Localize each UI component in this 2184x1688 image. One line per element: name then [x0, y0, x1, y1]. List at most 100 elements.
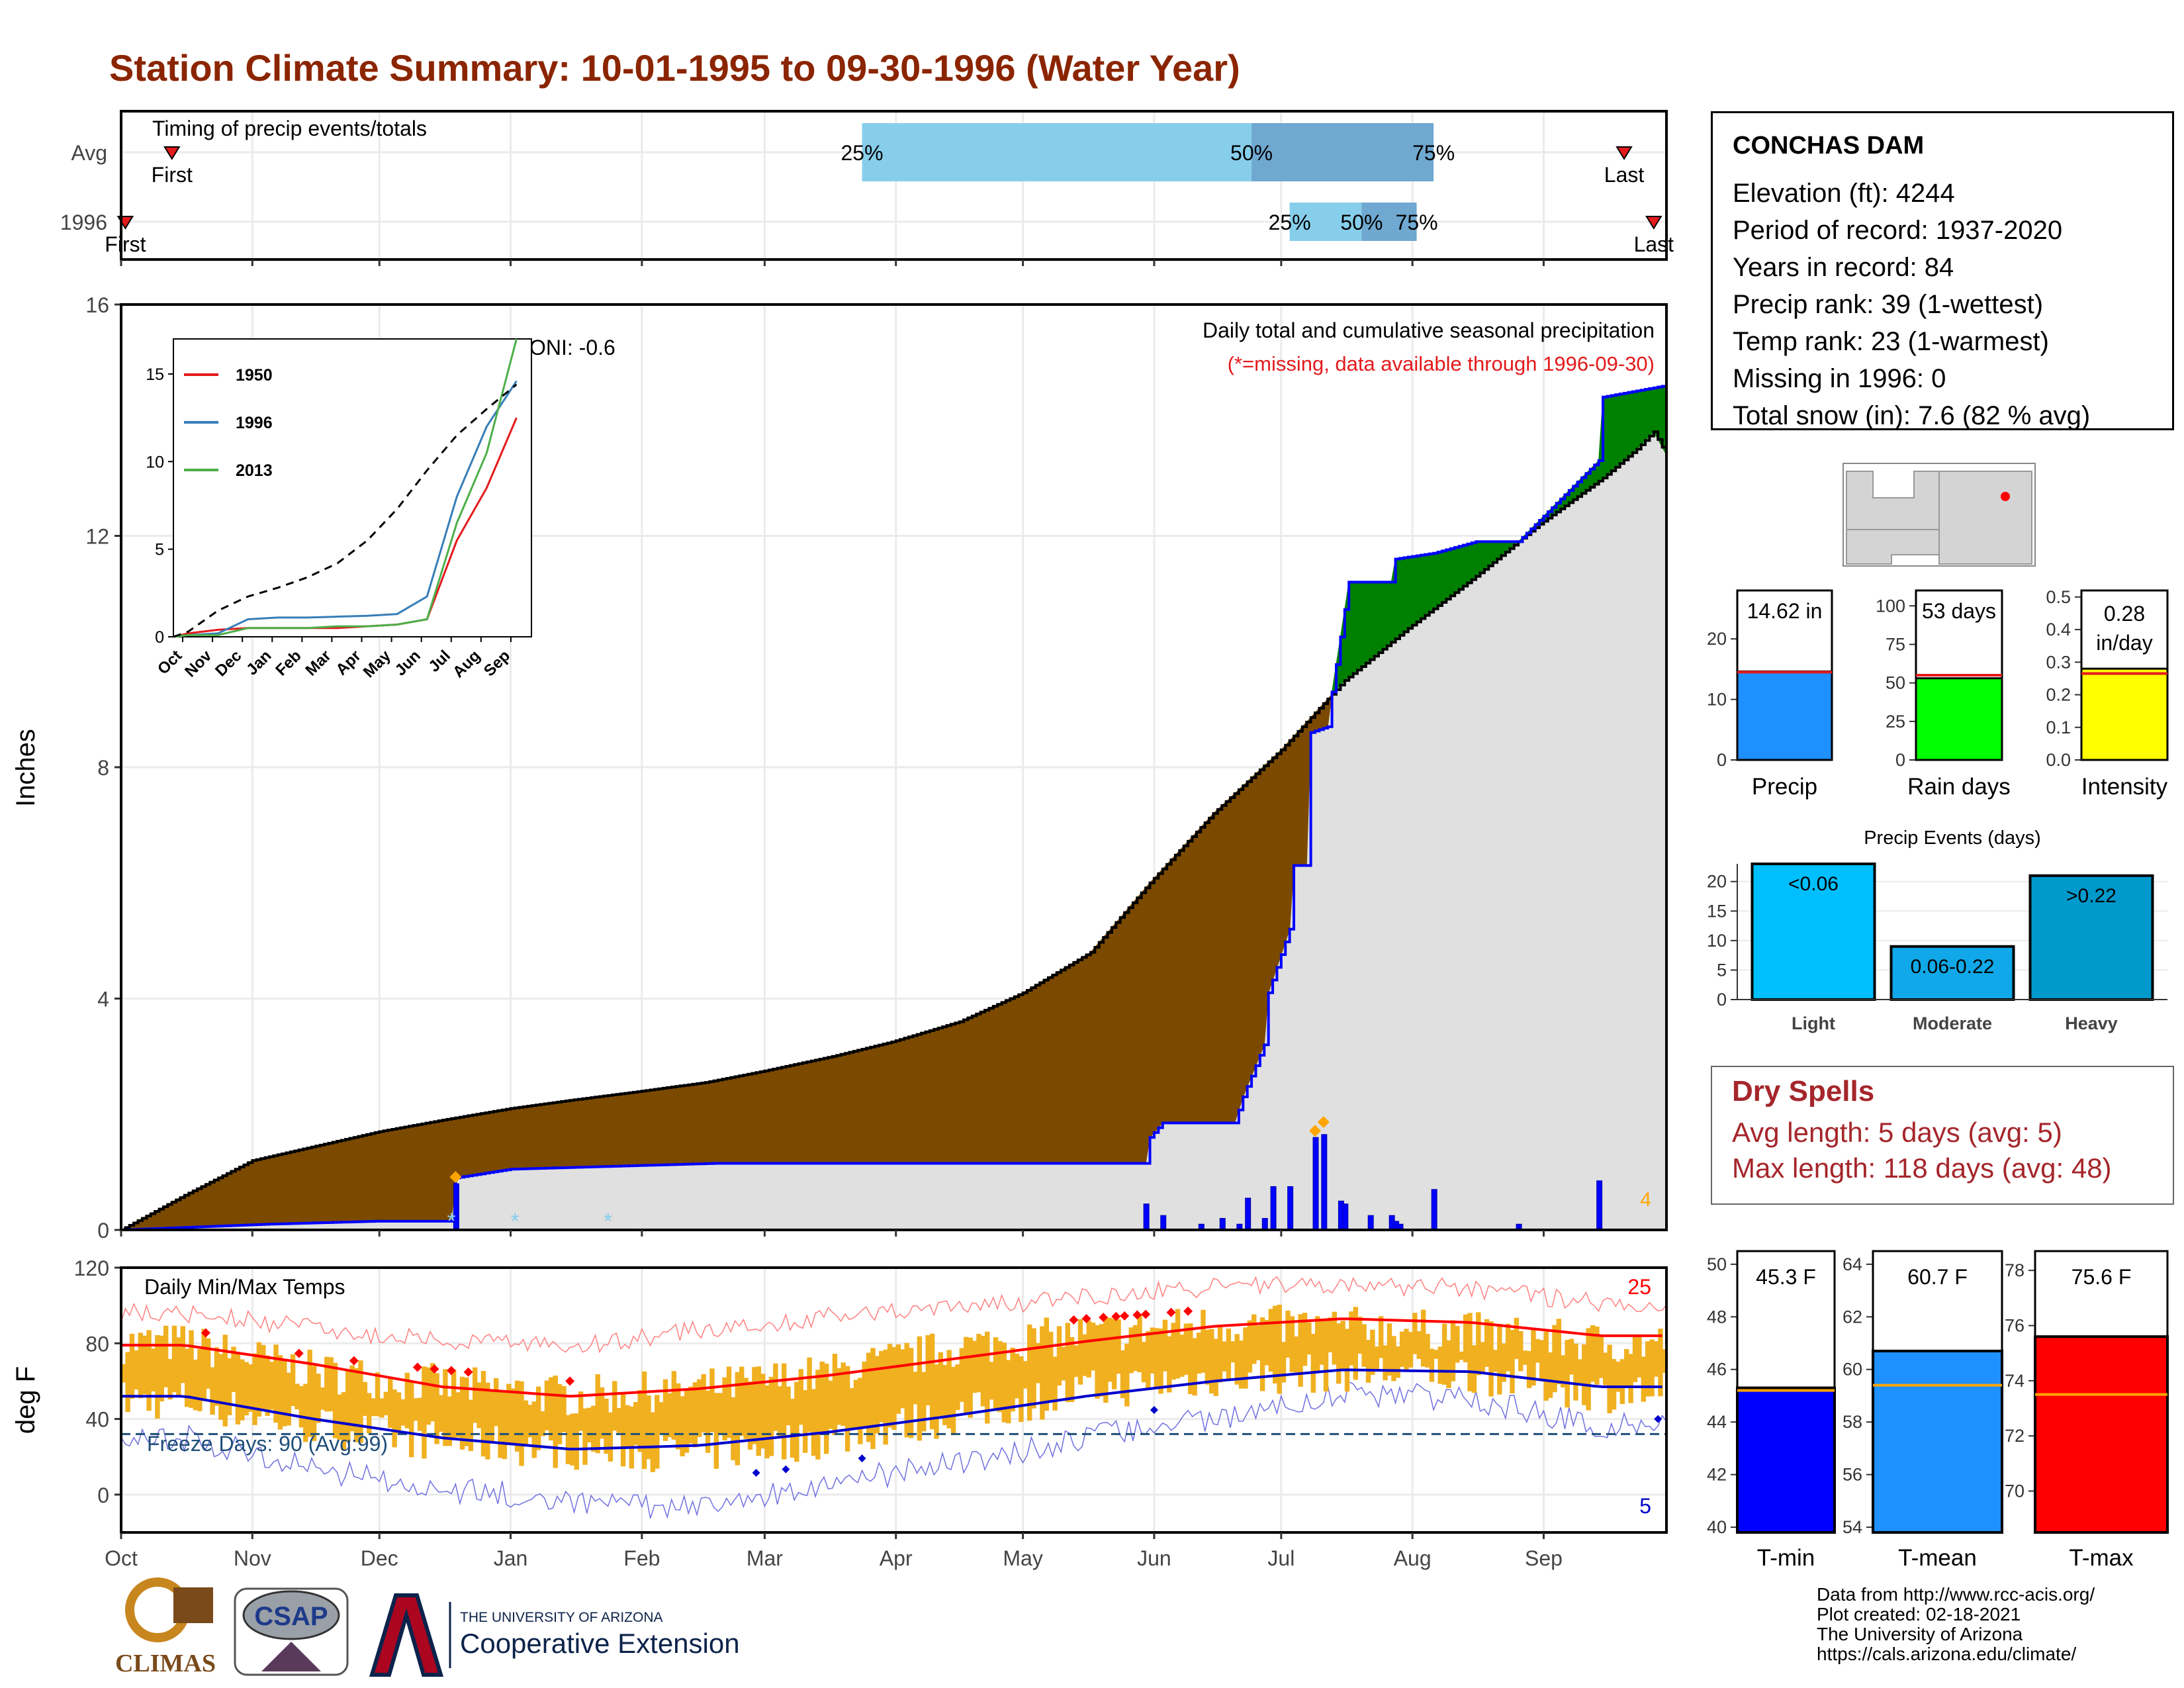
- daily-temp-range-bar: [506, 1383, 512, 1445]
- daily-temp-range-bar: [413, 1398, 418, 1421]
- average-cumulative-line: [121, 430, 1668, 1231]
- precip-y-tick-label: 8: [97, 756, 109, 780]
- inset-series-line-1996: [173, 380, 518, 638]
- record-high-marker: [1141, 1309, 1151, 1319]
- daily-temp-range-bar: [1310, 1334, 1316, 1393]
- daily-temp-range-bar: [1658, 1329, 1663, 1397]
- daily-temp-range-bar: [968, 1337, 973, 1418]
- daily-temp-range-bar: [1175, 1309, 1181, 1379]
- tempbar-y-tick-label: 44: [1707, 1412, 1727, 1432]
- daily-temp-range-bar: [298, 1385, 304, 1428]
- daily-temp-range-bar: [1383, 1345, 1388, 1381]
- daily-temp-range-bar: [307, 1349, 312, 1437]
- daily-temp-range-bar: [908, 1348, 914, 1438]
- daily-temp-range-bar: [222, 1335, 228, 1427]
- daily-temp-range-bar: [1467, 1313, 1473, 1391]
- month-tick-label-Jul: Jul: [1267, 1546, 1295, 1570]
- daily-temp-range-bar: [1433, 1350, 1439, 1359]
- daily-temp-range-bar: [1069, 1337, 1075, 1402]
- daily-temp-range-bar: [1488, 1321, 1494, 1397]
- record-high-marker: [1099, 1313, 1109, 1323]
- month-tick-label-Aug: Aug: [1394, 1546, 1432, 1570]
- events-y-tick-label: 0: [1717, 990, 1727, 1009]
- daily-temp-range-bar: [608, 1412, 614, 1462]
- daily-temp-range-bar: [1552, 1325, 1557, 1393]
- daily-temp-range-bar: [1645, 1341, 1651, 1397]
- daily-temp-range-bar: [159, 1335, 164, 1402]
- daily-temp-range-bar: [523, 1400, 529, 1445]
- daily-temp-range-bar: [942, 1365, 948, 1425]
- minibar-y-tick-label: 0.2: [2046, 685, 2071, 705]
- daily-temp-range-bar: [269, 1362, 275, 1410]
- daily-temp-range-bar: [1052, 1356, 1058, 1411]
- minibar-y-tick-label: 50: [1886, 673, 1905, 693]
- daily-temp-range-bar: [586, 1407, 592, 1443]
- credit-line: Data from http://www.rcc-acis.org/: [1817, 1584, 2095, 1605]
- record-high-marker: [1081, 1314, 1091, 1324]
- daily-temp-range-bar: [798, 1369, 803, 1425]
- minibar-y-tick-label: 0: [1895, 750, 1905, 770]
- daily-temp-range-bar: [265, 1355, 270, 1416]
- daily-temp-range-bar: [477, 1382, 482, 1429]
- daily-temp-range-bar: [379, 1398, 385, 1418]
- daily-temp-range-bar: [295, 1383, 300, 1410]
- events-bar-label: >0.22: [2066, 885, 2116, 907]
- daily-temp-range-bar: [121, 1364, 126, 1383]
- daily-temp-range-bar: [430, 1363, 435, 1422]
- daily-temp-range-bar: [383, 1391, 389, 1416]
- daily-temp-range-bar: [1222, 1341, 1227, 1372]
- daily-max-marker: [1317, 1116, 1330, 1129]
- missing-data-marker: *: [510, 1209, 519, 1234]
- max-count-label: 4: [1640, 1189, 1651, 1211]
- precip-bar: [1736, 670, 1833, 761]
- daily-temp-range-bar: [392, 1389, 397, 1448]
- daily-temp-range-bar: [210, 1367, 215, 1415]
- station-precip-rank: Precip rank: 39 (1-wettest): [1733, 290, 2044, 319]
- daily-precip-bar: [1367, 1215, 1374, 1231]
- station-info-box: CONCHAS DAM Elevation (ft): 4244 Period …: [1711, 111, 2174, 430]
- daily-temp-range-bar: [565, 1415, 571, 1464]
- daily-temp-range-bar: [549, 1377, 554, 1440]
- events-bar-Light: [1751, 863, 1876, 1001]
- daily-temp-range-bar: [752, 1367, 757, 1444]
- daily-temp-range-bar: [976, 1333, 981, 1393]
- daily-temp-range-bar: [1243, 1327, 1248, 1389]
- daily-temp-range-bar: [256, 1342, 262, 1417]
- daily-temp-range-bar: [841, 1362, 846, 1427]
- daily-temp-range-bar: [404, 1372, 410, 1429]
- timing-row-label: 1996: [60, 211, 107, 234]
- daily-temp-range-bar: [498, 1390, 503, 1458]
- daily-temp-range-bar: [1014, 1353, 1020, 1399]
- events-category-label: Light: [1792, 1013, 1835, 1033]
- timing-label: Timing of precip events/totals: [152, 117, 427, 140]
- daily-temp-range-bar: [1107, 1317, 1113, 1382]
- tmax-value-label: 75.6 F: [2071, 1265, 2132, 1289]
- arizona-logo-line2: Cooperative Extension: [460, 1628, 740, 1659]
- daily-temp-range-bar: [426, 1367, 431, 1425]
- daily-temp-range-bar: [1234, 1334, 1240, 1385]
- daily-temp-range-bar: [866, 1352, 872, 1442]
- daily-temp-range-bar: [697, 1379, 702, 1437]
- daily-temp-range-bar: [1522, 1350, 1527, 1365]
- daily-temp-range-bar: [591, 1405, 596, 1452]
- daily-temp-range-bar: [1370, 1329, 1375, 1375]
- month-tick-label-Feb: Feb: [623, 1546, 660, 1570]
- timing-frame: [120, 110, 1668, 261]
- tempbar-y-tick-label: 58: [1843, 1412, 1862, 1432]
- tmean-bar: [1872, 1349, 2003, 1534]
- dry-spells-avg: Avg length: 5 days (avg: 5): [1732, 1117, 2062, 1148]
- daily-temp-range-bar: [764, 1385, 770, 1459]
- missing-data-note: (*=missing, data available through 1996-…: [1228, 352, 1655, 375]
- daily-temp-range-bar: [844, 1366, 850, 1452]
- tmean-axis-label: T-mean: [1898, 1545, 1977, 1571]
- daily-temp-range-bar: [493, 1378, 499, 1427]
- dry-spells-title: Dry Spells: [1732, 1075, 1875, 1107]
- station-missing: Missing in 1996: 0: [1733, 364, 1946, 393]
- daily-temp-range-bar: [345, 1370, 351, 1442]
- daily-temp-range-bar: [659, 1402, 664, 1434]
- climas-logo-text: CLIMAS: [115, 1650, 216, 1677]
- daily-temp-range-bar: [1361, 1324, 1367, 1367]
- daily-temp-range-bar: [277, 1355, 283, 1430]
- events-y-tick-label: 20: [1707, 872, 1727, 892]
- daily-temp-range-bar: [722, 1377, 727, 1440]
